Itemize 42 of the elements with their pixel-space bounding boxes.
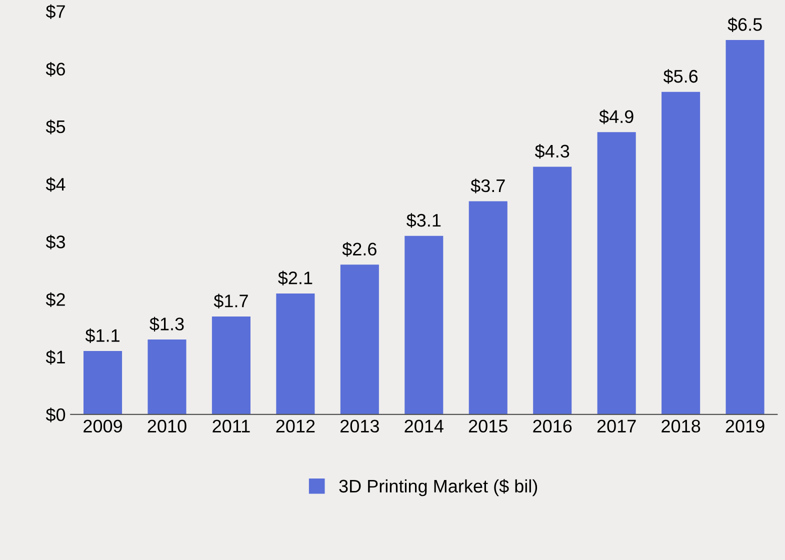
data-label: $3.7 bbox=[470, 178, 505, 194]
data-label: $4.9 bbox=[599, 109, 634, 124]
data-label: $1.3 bbox=[150, 316, 184, 332]
data-label: $1.1 bbox=[85, 328, 120, 343]
legend-label: 3D Printing Market ($ bil) bbox=[339, 479, 538, 496]
y-tick-label: $0 bbox=[46, 408, 66, 422]
bar bbox=[662, 92, 700, 414]
x-tick-label: 2015 bbox=[468, 420, 508, 433]
bar bbox=[340, 264, 379, 414]
bar bbox=[276, 293, 315, 414]
data-label: $4.3 bbox=[534, 144, 570, 159]
y-tick-label: $4 bbox=[46, 177, 66, 192]
bar bbox=[468, 201, 508, 414]
x-tick-label: 2010 bbox=[148, 420, 186, 433]
bar bbox=[726, 40, 764, 414]
y-tick-label: $2 bbox=[46, 292, 65, 307]
x-tick-label: 2009 bbox=[84, 420, 122, 433]
bar bbox=[212, 316, 250, 414]
y-tick-label: $7 bbox=[46, 4, 65, 19]
bar bbox=[533, 166, 572, 414]
x-tick-label: 2011 bbox=[212, 420, 250, 433]
x-tick-label: 2018 bbox=[662, 420, 700, 433]
x-tick-label: 2016 bbox=[533, 420, 572, 433]
data-label: $6.5 bbox=[728, 17, 762, 32]
y-tick-label: $3 bbox=[46, 234, 65, 250]
y-tick-label: $6 bbox=[46, 62, 65, 77]
x-tick-label: 2012 bbox=[276, 420, 315, 433]
x-tick-label: 2014 bbox=[404, 420, 444, 433]
bar bbox=[597, 132, 636, 414]
data-label: $1.7 bbox=[214, 294, 248, 308]
bar bbox=[404, 236, 444, 414]
y-tick-label: $1 bbox=[46, 350, 65, 365]
data-label: $5.6 bbox=[663, 69, 698, 84]
bar bbox=[83, 351, 122, 414]
y-tick-label: $5 bbox=[46, 120, 66, 134]
data-label: $2.1 bbox=[278, 270, 312, 286]
data-label: $3.1 bbox=[406, 213, 441, 228]
data-label: $2.6 bbox=[342, 242, 376, 257]
bar bbox=[148, 340, 186, 414]
x-tick-label: 2013 bbox=[340, 420, 379, 433]
x-tick-label: 2019 bbox=[726, 420, 764, 433]
x-tick-label: 2017 bbox=[597, 420, 636, 433]
